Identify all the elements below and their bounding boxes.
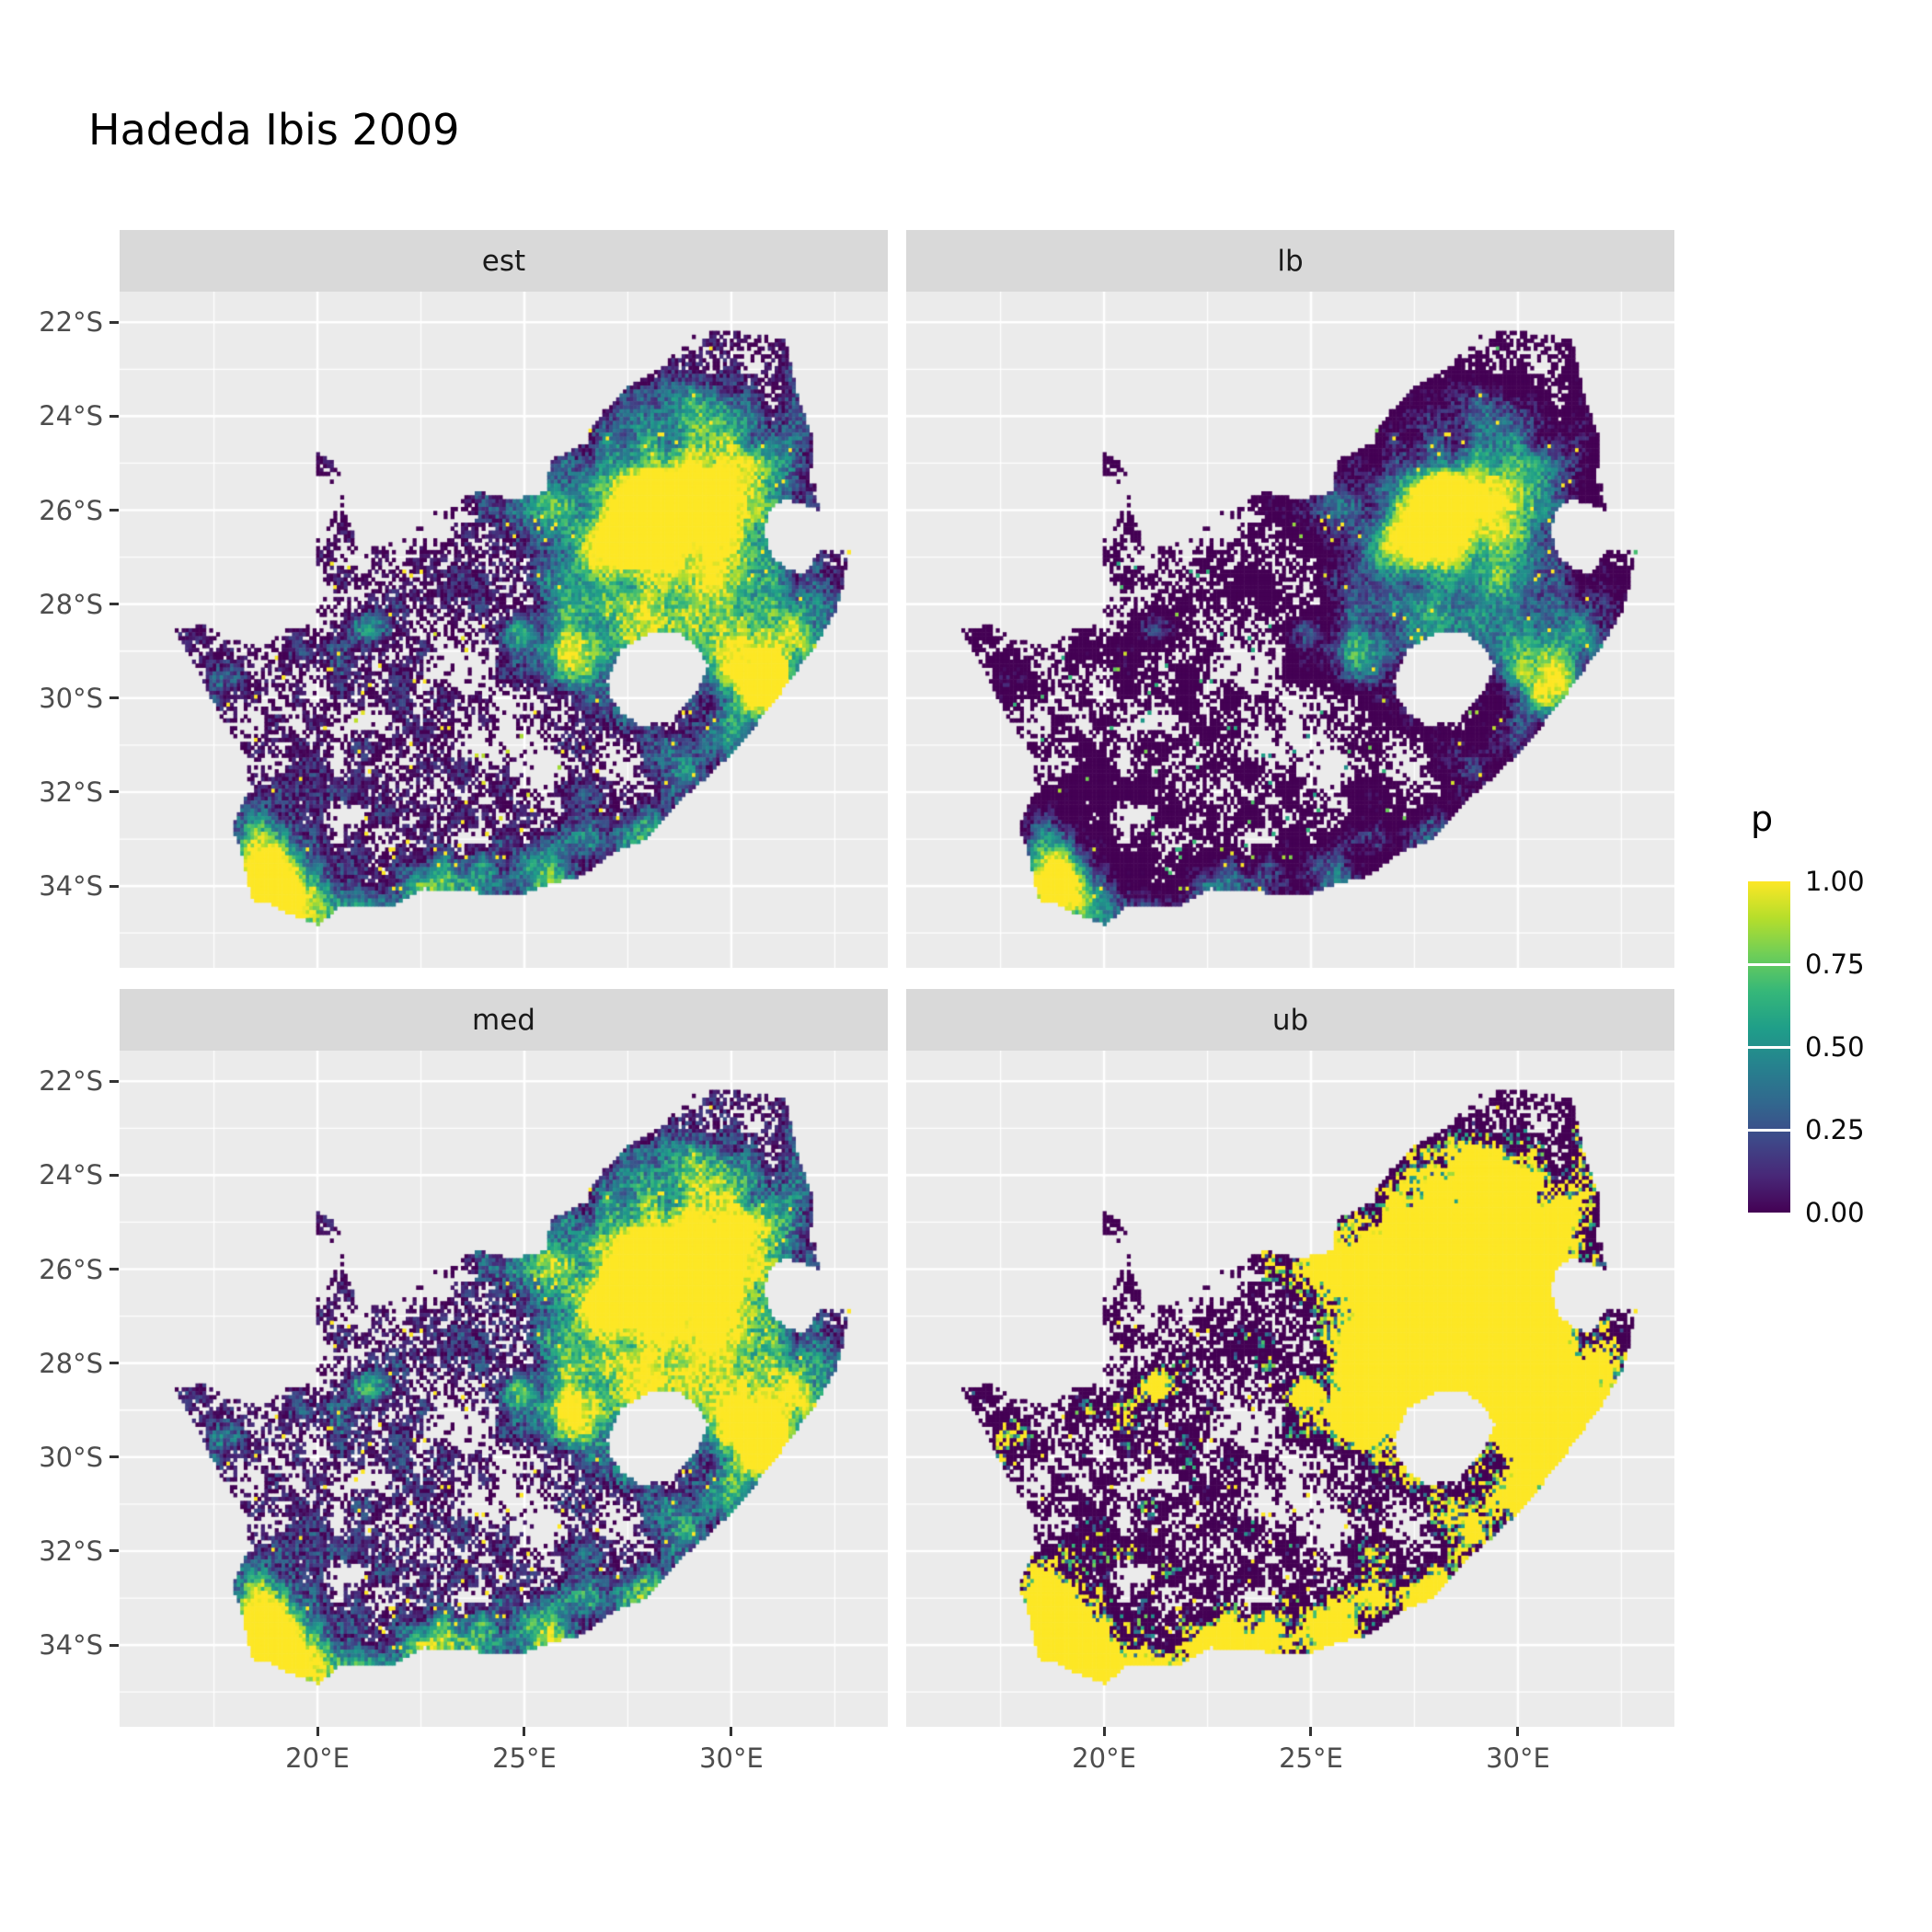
y-axis-tick-label: 24°S — [39, 1159, 103, 1191]
y-axis-tick-mark — [109, 1079, 119, 1083]
facet-label-lb: lb — [1277, 244, 1304, 278]
y-axis-tick-label: 26°S — [39, 1253, 103, 1285]
y-axis-tick-label: 26°S — [39, 494, 103, 526]
facet-strip-est: est — [120, 230, 888, 292]
legend-tick-line — [1748, 962, 1790, 966]
legend-tick-line — [1748, 1045, 1790, 1049]
y-axis-tick-mark — [109, 1643, 119, 1647]
facet-panel-ub: ub — [906, 989, 1674, 1727]
y-axis-tick-label: 30°S — [39, 1441, 103, 1473]
y-axis-tick-mark — [109, 1268, 119, 1271]
chart-title: Hadeda Ibis 2009 — [88, 105, 460, 155]
facet-panel-est: est — [120, 230, 888, 968]
facet-label-med: med — [472, 1003, 535, 1037]
y-axis-tick-mark — [109, 884, 119, 888]
y-axis-tick-mark — [109, 1549, 119, 1553]
y-axis-tick-mark — [109, 1455, 119, 1459]
facet-strip-lb: lb — [906, 230, 1674, 292]
y-axis-tick-mark — [109, 509, 119, 512]
legend-tick-label: 1.00 — [1805, 866, 1865, 897]
y-axis-tick-mark — [109, 696, 119, 700]
legend-tick-label: 0.75 — [1805, 949, 1865, 980]
map-canvas-est — [120, 292, 888, 968]
y-axis-tick-label: 32°S — [39, 776, 103, 808]
x-axis-tick-label: 30°E — [699, 1742, 764, 1774]
x-axis-tick-mark — [730, 1727, 733, 1736]
facet-strip-ub: ub — [906, 989, 1674, 1051]
legend-title: p — [1751, 799, 1774, 839]
x-axis-tick-mark — [316, 1727, 319, 1736]
facet-panel-med: med — [120, 989, 888, 1727]
x-axis-tick-label: 25°E — [1279, 1742, 1343, 1774]
y-axis-tick-mark — [109, 790, 119, 794]
x-axis-tick-mark — [1102, 1727, 1106, 1736]
facet-strip-med: med — [120, 989, 888, 1051]
y-axis-tick-label: 34°S — [39, 870, 103, 903]
x-axis-tick-mark — [523, 1727, 526, 1736]
legend-tick-line — [1748, 1128, 1790, 1132]
map-canvas-med — [120, 1051, 888, 1727]
y-axis-tick-label: 22°S — [39, 1065, 103, 1098]
facet-label-ub: ub — [1271, 1003, 1309, 1037]
x-axis-tick-label: 30°E — [1486, 1742, 1550, 1774]
y-axis-tick-label: 22°S — [39, 306, 103, 339]
y-axis-tick-label: 30°S — [39, 682, 103, 714]
y-axis-tick-label: 32°S — [39, 1535, 103, 1567]
x-axis-tick-label: 20°E — [285, 1742, 350, 1774]
y-axis-tick-mark — [109, 1173, 119, 1177]
y-axis-tick-label: 28°S — [39, 588, 103, 620]
y-axis-tick-mark — [109, 603, 119, 606]
legend-tick-label: 0.25 — [1805, 1114, 1865, 1145]
y-axis-tick-mark — [109, 320, 119, 324]
map-canvas-ub — [906, 1051, 1674, 1727]
x-axis-tick-mark — [1516, 1727, 1520, 1736]
y-axis-tick-label: 24°S — [39, 400, 103, 432]
x-axis-tick-label: 25°E — [492, 1742, 557, 1774]
x-axis-tick-label: 20°E — [1072, 1742, 1136, 1774]
legend-tick-label: 0.00 — [1805, 1197, 1865, 1228]
legend-tick-label: 0.50 — [1805, 1031, 1865, 1063]
y-axis-tick-label: 34°S — [39, 1629, 103, 1662]
map-canvas-lb — [906, 292, 1674, 968]
y-axis-tick-mark — [109, 1362, 119, 1365]
y-axis-tick-label: 28°S — [39, 1347, 103, 1379]
facet-label-est: est — [481, 244, 526, 278]
y-axis-tick-mark — [109, 414, 119, 418]
x-axis-tick-mark — [1309, 1727, 1313, 1736]
facet-panel-lb: lb — [906, 230, 1674, 968]
